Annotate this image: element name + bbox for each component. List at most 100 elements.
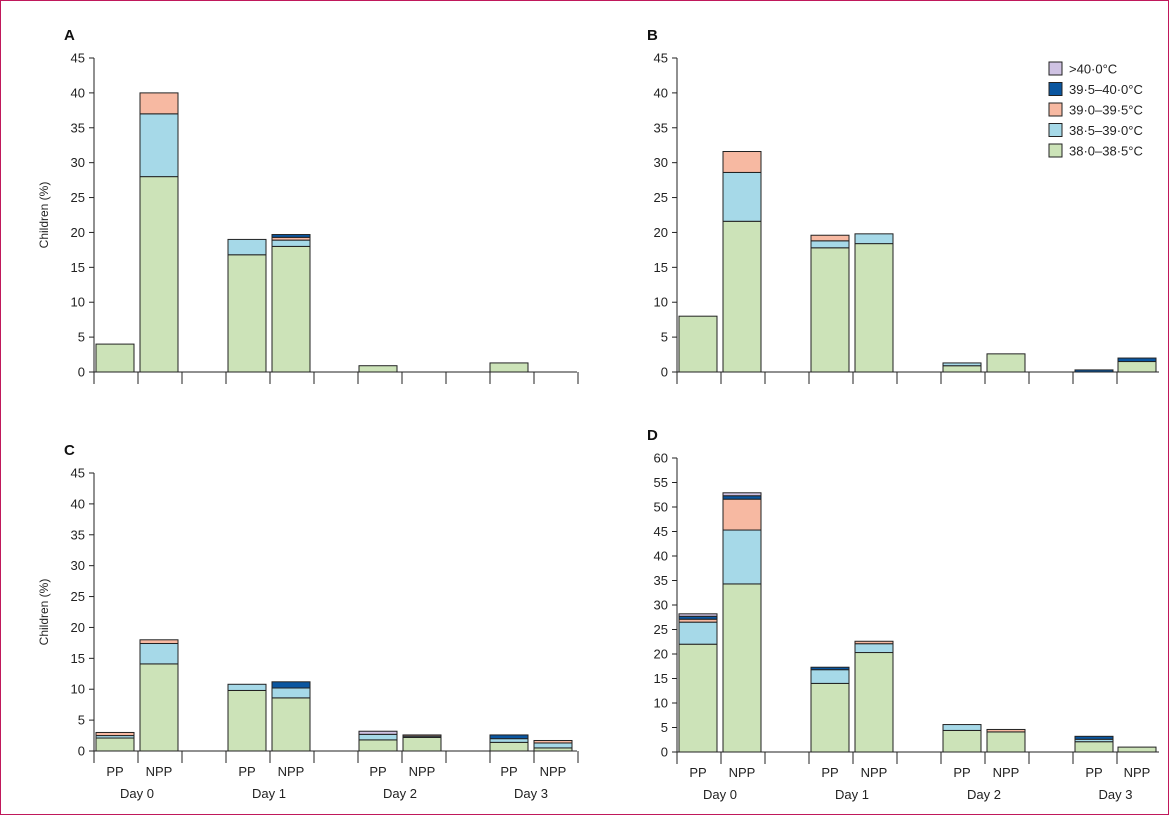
bar <box>227 238 267 373</box>
bar <box>986 353 1026 373</box>
y-tick-label: 40 <box>654 549 668 564</box>
bar <box>810 234 850 373</box>
y-tick-label: 25 <box>71 190 85 205</box>
y-tick-label: 25 <box>654 190 668 205</box>
bar <box>489 734 529 752</box>
bar <box>942 362 982 373</box>
y-tick-label: 10 <box>654 295 668 310</box>
y-tick-label: 35 <box>654 573 668 588</box>
bar-segment <box>810 234 850 242</box>
bar-segment <box>1074 735 1114 740</box>
legend-swatch <box>1048 61 1063 76</box>
y-tick-label: 45 <box>654 51 668 66</box>
bar <box>227 683 267 752</box>
x-group-label: Day 2 <box>383 786 417 801</box>
bar-segment <box>854 643 894 654</box>
bar <box>139 92 179 373</box>
bar-segment <box>722 220 762 373</box>
chart-panels: A 0 5 10 15 20 25 30 35 40 45 Children (%) B 0 5 10 15 20… <box>37 27 1159 802</box>
x-sub-label: NPP <box>729 765 756 780</box>
y-tick-label: 20 <box>654 647 668 662</box>
bar-segment <box>489 734 529 740</box>
bar-segment <box>1117 357 1157 363</box>
panel-label: B <box>647 27 658 44</box>
bar <box>1117 357 1157 373</box>
bar-segment <box>358 365 398 373</box>
bar-segment <box>678 643 718 753</box>
bar <box>678 315 718 373</box>
y-tick-label: 35 <box>71 120 85 135</box>
bar-segment <box>722 498 762 531</box>
bar <box>358 730 398 752</box>
bar-segment <box>810 247 850 373</box>
x-sub-label: NPP <box>409 764 436 779</box>
bar <box>678 613 718 753</box>
y-tick-label: 30 <box>71 558 85 573</box>
bar-segment <box>95 343 135 373</box>
y-tick-label: 10 <box>654 696 668 711</box>
bar <box>402 734 442 752</box>
bar-segment <box>678 613 718 617</box>
bar-segment <box>1074 741 1114 753</box>
x-sub-label: PP <box>953 765 970 780</box>
legend-label: 39·5–40·0°C <box>1069 82 1143 97</box>
bar-segment <box>227 238 267 256</box>
bar-segment <box>986 728 1026 733</box>
bar-segment <box>854 652 894 753</box>
legend-swatch <box>1048 143 1063 158</box>
x-group-label: Day 0 <box>120 786 154 801</box>
bar-segment <box>986 353 1026 373</box>
y-tick-label: 30 <box>654 155 668 170</box>
legend-label: 38·0–38·5°C <box>1069 144 1143 159</box>
bar-segment <box>271 245 311 373</box>
x-sub-label: NPP <box>1124 765 1151 780</box>
bar-segment <box>722 529 762 585</box>
bar <box>986 728 1026 753</box>
bar-segment <box>358 730 398 735</box>
y-tick-label: 15 <box>71 260 85 275</box>
bar <box>271 234 311 373</box>
x-group-label: Day 3 <box>514 786 548 801</box>
bar-segment <box>139 643 179 665</box>
y-tick-label: 10 <box>71 682 85 697</box>
bar-segment <box>95 731 135 737</box>
bar-segment <box>810 669 850 684</box>
bar-segment <box>1117 361 1157 373</box>
y-tick-label: 20 <box>71 225 85 240</box>
x-sub-label: PP <box>106 764 123 779</box>
chart-panel-a: A 0 5 10 15 20 25 30 35 40 45 Children (%) <box>37 27 579 384</box>
bar-segment <box>227 689 267 752</box>
x-group-label: Day 3 <box>1099 787 1133 802</box>
y-tick-label: 5 <box>78 330 85 345</box>
y-tick-label: 40 <box>71 496 85 511</box>
y-tick-label: 35 <box>654 120 668 135</box>
y-tick-label: 60 <box>654 451 668 466</box>
x-sub-label: PP <box>689 765 706 780</box>
bar <box>95 731 135 752</box>
bar-segment <box>271 239 311 247</box>
bar <box>1074 735 1114 753</box>
bar-segment <box>854 243 894 373</box>
bar <box>1117 746 1157 753</box>
bar-segment <box>489 738 529 743</box>
bar-segment <box>942 362 982 367</box>
y-tick-label: 10 <box>71 295 85 310</box>
bar-segment <box>271 687 311 699</box>
y-tick-label: 40 <box>654 85 668 100</box>
panel-label: D <box>647 427 658 444</box>
bar-segment <box>810 240 850 249</box>
y-tick-label: 25 <box>654 622 668 637</box>
legend-swatch <box>1048 82 1063 96</box>
bar-segment <box>139 639 179 645</box>
bar <box>489 362 529 373</box>
x-sub-label: NPP <box>993 765 1020 780</box>
legend-label: 38·5–39·0°C <box>1069 123 1143 138</box>
legend-swatch <box>1048 123 1063 137</box>
bar-segment <box>1117 746 1157 753</box>
y-tick-label: 25 <box>71 589 85 604</box>
chart-panel-b: B 0 5 10 15 20 25 30 35 40 45 <box>647 27 1159 384</box>
bar-segment <box>722 151 762 173</box>
bar <box>533 739 573 752</box>
bar <box>139 639 179 752</box>
